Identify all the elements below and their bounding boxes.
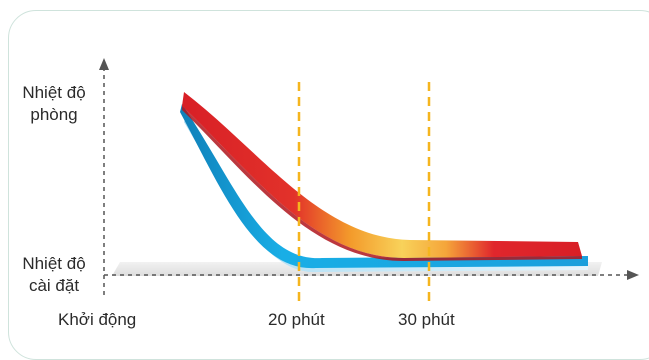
y-label-room-line1: Nhiệt độ [22,83,86,102]
x-axis-arrow-icon [627,270,639,280]
x-label-20-min: 20 phút [268,310,325,329]
y-label-set-line2: cài đặt [28,276,80,295]
x-label-30-min: 30 phút [398,310,455,329]
diagram-frame [8,10,649,360]
y-label-set-line1: Nhiệt độ [22,254,86,273]
warm-curve-red [182,92,582,258]
y-axis-arrow-icon [99,58,109,70]
x-label-start: Khởi động [58,310,137,329]
y-label-room-temperature: Nhiệt độ phòng [6,82,102,126]
y-label-set-temperature: Nhiệt độ cài đặt [6,253,102,297]
y-label-room-line2: phòng [30,105,78,124]
